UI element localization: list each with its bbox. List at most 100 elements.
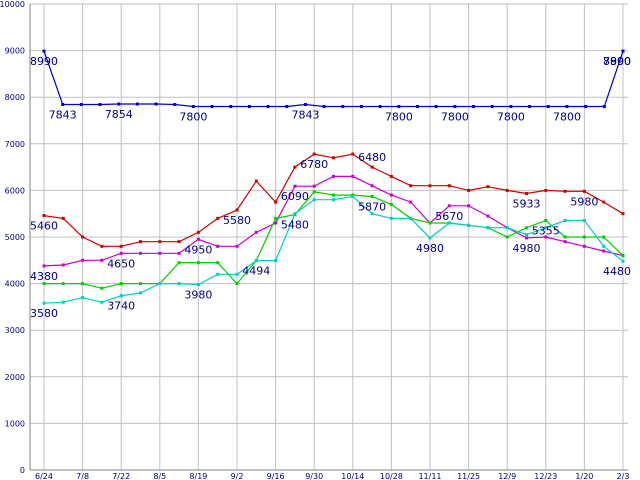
series-4-point [216,272,220,276]
data-label: 4980 [416,242,444,255]
y-tick-label: 9000 [5,47,25,56]
series-4-point [158,282,162,286]
series-3-point [274,216,278,220]
series-3-point [100,286,104,290]
data-label: 3740 [107,300,135,313]
series-2-point [196,237,200,241]
series-3-point [61,282,65,286]
series-0-point [135,102,139,106]
series-0-point [397,105,401,109]
series-4-point [100,300,104,304]
series-1-point [61,216,65,220]
series-1-point [235,208,239,212]
series-0-point [285,105,289,109]
series-0-point [416,105,420,109]
x-tick-label: 12/23 [534,472,557,480]
data-label: 7800 [603,55,631,68]
x-tick-label: 9/16 [267,472,285,480]
series-3-point [428,221,432,225]
series-2-point [389,193,393,197]
series-3-point [563,235,567,239]
x-tick-label: 2/3 [617,472,630,480]
data-label: 7843 [49,109,77,122]
data-label: 7800 [385,111,413,124]
data-labels: 8990 7843 7854 7800 7843 7800 7800 7800 7800 7800… [30,55,631,320]
series-0-point [61,103,65,107]
series-2-point [119,251,123,255]
series-4-point [61,300,65,304]
data-label: 5870 [358,200,386,213]
series-1-point [293,165,297,169]
data-label: 7854 [105,108,133,121]
series-4-point [621,259,625,263]
data-label: 3980 [184,289,212,302]
series-2-point [274,221,278,225]
series-1-point [370,165,374,169]
series-4-point [486,226,490,230]
series-4-point [544,226,548,230]
data-label: 4480 [603,265,631,278]
x-tick-label: 10/28 [380,472,403,480]
series-1-point [81,235,85,239]
series-3-point [119,282,123,286]
data-label: 5933 [513,198,541,211]
series-2-point [81,258,85,262]
x-tick-label: 11/25 [457,472,480,480]
series-2-point [544,235,548,239]
series-4-point [42,301,46,305]
series-2-point [139,251,142,255]
series-1-point [139,240,142,244]
series-0-point [453,105,457,109]
y-tick-label: 2000 [5,373,25,382]
y-tick-label: 10000 [0,0,25,9]
series-4-point [351,194,355,198]
series-0-point [621,49,625,53]
data-label: 8990 [30,55,58,68]
series-4-point [119,294,123,298]
series-2-point [563,240,567,244]
data-label: 5460 [30,220,58,233]
series-4-point [274,259,278,263]
x-tick-label: 7/8 [76,472,89,480]
y-tick-label: 3000 [5,326,25,335]
series-4-point [602,244,606,248]
series-1-point [544,188,548,192]
series-0-point [210,105,214,109]
series-4-point [254,259,258,263]
y-tick-label: 0 [20,466,25,475]
series-4-point [81,296,85,300]
series-1-point [428,184,432,188]
x-tick-label: 11/11 [418,472,441,480]
series-1-point [332,156,335,160]
series-0-point [229,105,233,109]
series-1-point [312,152,316,156]
series-4-point [235,272,239,276]
x-tick-label: 9/2 [231,472,244,480]
series-3-point [81,282,85,286]
series-4-point [582,218,586,222]
series-2-point [42,264,46,268]
series-lines [42,49,625,305]
series-0-point [247,105,251,109]
series-0-point [434,105,438,109]
series-4-point [177,282,181,286]
series-4-point [505,226,509,230]
x-tick-label: 1/20 [575,472,593,480]
series-2-point [467,204,471,208]
data-label: 7800 [553,111,581,124]
data-label: 4650 [107,257,135,270]
series-1-point [100,244,104,248]
series-0-point [98,103,102,107]
series-0-point [490,105,494,109]
x-tick-label: 8/5 [153,472,166,480]
series-0-point [584,105,588,109]
series-2-point [158,251,162,255]
series-0-point [322,105,326,109]
y-tick-label: 8000 [5,93,25,102]
series-1-point [486,185,490,189]
series-1-point [177,240,181,244]
data-label: 5355 [532,224,560,237]
series-2-point [61,263,65,267]
